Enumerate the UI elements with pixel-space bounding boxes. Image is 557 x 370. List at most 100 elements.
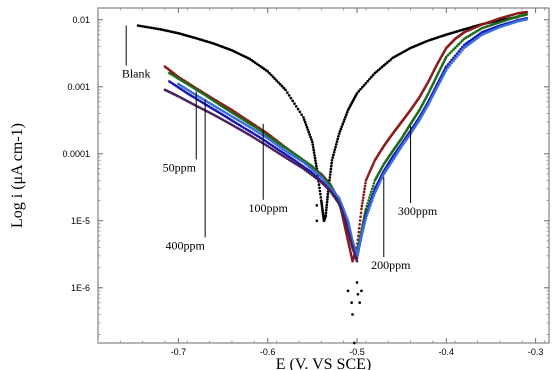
data-point [302, 118, 306, 122]
data-point [369, 204, 372, 207]
data-point [302, 116, 305, 119]
x-tick-labels: -0.7 -0.6 -0.5 -0.4 -0.3 [171, 347, 544, 357]
data-point [338, 129, 342, 133]
series-blank [136, 15, 520, 223]
data-point [320, 201, 323, 204]
data-point [368, 196, 371, 199]
data-point [152, 26, 156, 30]
data-point [320, 207, 324, 211]
data-point [348, 247, 352, 251]
data-point [359, 215, 362, 219]
data-point [364, 216, 368, 220]
data-point [326, 192, 330, 196]
data-point [154, 27, 158, 30]
data-point [342, 120, 345, 124]
data-point [310, 164, 314, 168]
data-point [355, 259, 359, 263]
x-tick-label: -0.6 [260, 347, 276, 357]
data-point [309, 166, 312, 170]
data-point [338, 198, 342, 202]
data-point [344, 115, 347, 119]
data-point [452, 48, 455, 51]
data-point [525, 13, 529, 16]
data-point [312, 148, 316, 152]
data-point [386, 61, 389, 64]
data-point [362, 193, 366, 197]
stray-point [315, 219, 319, 223]
data-point [362, 190, 366, 194]
data-point [356, 248, 360, 252]
data-point [332, 190, 336, 193]
data-point [357, 244, 361, 248]
x-tick-label: -0.4 [439, 347, 455, 357]
data-point [275, 79, 278, 82]
data-point [314, 161, 318, 165]
data-point [459, 41, 462, 44]
data-point [344, 214, 348, 218]
data-point [372, 194, 376, 197]
stray-point [355, 281, 359, 284]
annotations-layer: Blank 50ppm 100ppm 200ppm 300ppm 400ppm [122, 25, 438, 272]
data-point [300, 113, 303, 116]
data-point [278, 82, 282, 86]
data-point [329, 167, 333, 171]
data-point [387, 59, 391, 63]
data-point [298, 110, 302, 114]
data-point [307, 165, 311, 168]
data-point [375, 70, 378, 73]
data-point [366, 211, 370, 215]
data-point [321, 209, 324, 213]
data-point [150, 26, 153, 30]
data-point [328, 176, 332, 179]
data-point [359, 211, 363, 215]
series-stray-points [315, 204, 363, 345]
data-point [319, 199, 323, 202]
data-point [320, 205, 324, 209]
data-point [325, 206, 328, 209]
annotation-label: Blank [122, 67, 151, 81]
data-point [346, 219, 350, 223]
data-point [348, 225, 351, 229]
data-point [343, 210, 346, 213]
data-point [356, 250, 360, 254]
data-point [372, 160, 376, 164]
data-point [307, 130, 311, 134]
data-point [325, 203, 329, 207]
stray-point [315, 204, 319, 207]
data-point [368, 206, 371, 210]
data-point [346, 239, 350, 243]
data-point [361, 196, 365, 199]
data-point [315, 164, 318, 168]
data-point [358, 240, 362, 244]
data-point [345, 111, 349, 114]
y-tick-label: 0.001 [67, 82, 90, 92]
data-point [365, 177, 369, 180]
data-point [370, 199, 374, 202]
data-point [369, 167, 373, 170]
data-point [319, 192, 322, 196]
data-point [345, 217, 349, 220]
data-point [280, 84, 284, 88]
data-point [311, 143, 315, 147]
data-point [316, 172, 320, 176]
data-point [371, 196, 375, 200]
data-point [320, 203, 324, 207]
data-point [363, 184, 367, 188]
annotation-label: 50ppm [163, 161, 197, 175]
data-point [446, 66, 450, 69]
data-point [314, 159, 317, 163]
data-point [277, 81, 280, 84]
data-point [364, 81, 368, 85]
data-point [362, 83, 366, 87]
data-point [318, 189, 322, 193]
data-point [312, 166, 316, 170]
data-point [334, 142, 338, 146]
stray-point [352, 341, 356, 345]
data-point [305, 163, 309, 167]
data-point [367, 173, 370, 176]
data-point [312, 169, 316, 173]
data-point [332, 150, 336, 154]
data-point [344, 113, 348, 117]
